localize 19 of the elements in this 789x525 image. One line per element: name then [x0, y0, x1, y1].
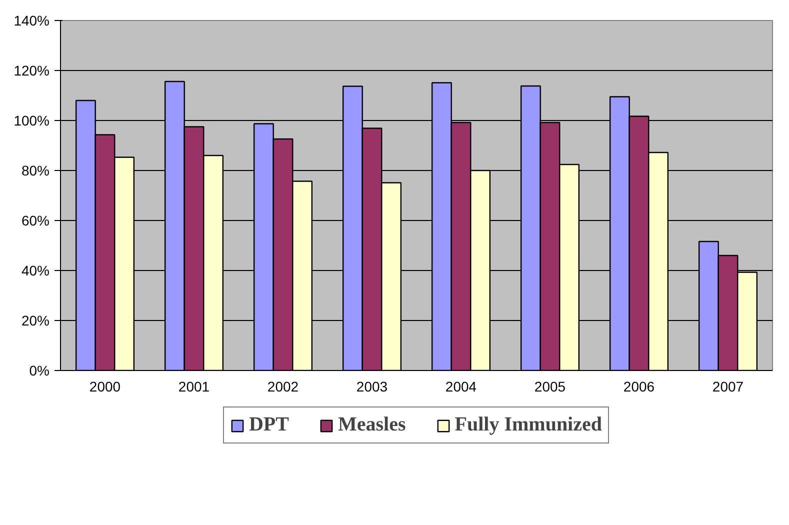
- y-tick-label: 0%: [29, 362, 50, 378]
- x-tick-label: 2003: [356, 378, 388, 394]
- x-tick-label: 2006: [623, 378, 655, 394]
- y-tick-label: 100%: [14, 112, 50, 128]
- legend-label: Measles: [338, 414, 406, 436]
- x-tick-label: 2000: [89, 378, 121, 394]
- x-tick-label: 2002: [267, 378, 299, 394]
- y-tick-label: 60%: [21, 212, 50, 228]
- y-tick-label: 80%: [21, 162, 50, 178]
- legend-label: DPT: [248, 414, 289, 436]
- x-tick-label: 2005: [534, 378, 566, 394]
- y-tick-label: 20%: [21, 312, 50, 328]
- x-tick-label: 2007: [712, 378, 744, 394]
- legend-label: Fully Immunized: [454, 414, 602, 436]
- y-tick-label: 120%: [14, 62, 50, 78]
- y-tick-label: 140%: [14, 12, 50, 28]
- x-tick-label: 2001: [178, 378, 210, 394]
- x-tick-label: 2004: [445, 378, 477, 394]
- y-tick-label: 40%: [21, 262, 50, 278]
